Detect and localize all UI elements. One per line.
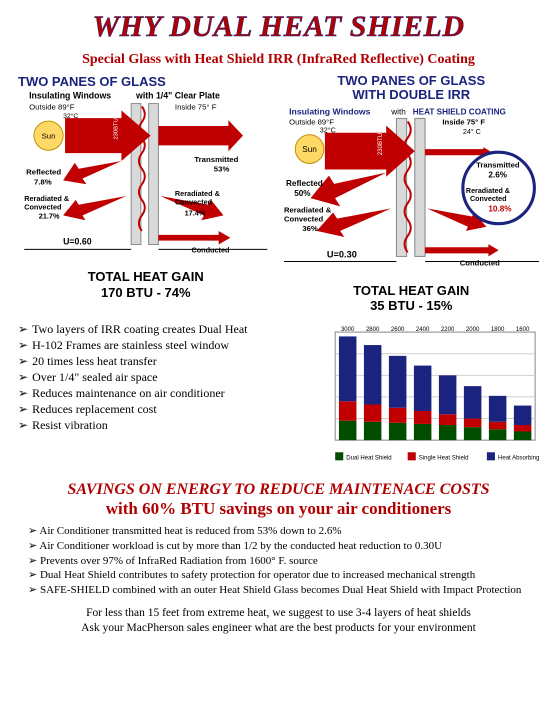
bullet-item: Two layers of IRR coating creates Dual H…: [18, 322, 307, 337]
diag-right-svg: Insulating Windows with HEAT SHIELD COAT…: [284, 103, 540, 278]
svg-text:Dual Heat Shield: Dual Heat Shield: [346, 455, 391, 461]
svg-text:with 1/4" Clear Plate: with 1/4" Clear Plate: [135, 91, 220, 101]
svg-text:Convected: Convected: [24, 203, 61, 212]
svg-text:Insulating Windows: Insulating Windows: [289, 106, 371, 116]
savings-sub: with 60% BTU savings on your air conditi…: [18, 499, 539, 519]
svg-text:HEAT SHIELD COATING: HEAT SHIELD COATING: [412, 107, 505, 116]
svg-text:Reflected: Reflected: [26, 168, 61, 177]
diag-left-svg: Insulating Windows with 1/4" Clear Plate…: [18, 89, 274, 264]
svg-text:Reradiated &: Reradiated &: [24, 194, 70, 203]
svg-text:36%: 36%: [302, 223, 318, 232]
svg-text:Inside 75° F: Inside 75° F: [175, 102, 217, 111]
diag-right-total: TOTAL HEAT GAIN35 BTU - 15%: [284, 283, 540, 314]
svg-text:17.4%: 17.4%: [185, 208, 206, 217]
bullet2-item: Dual Heat Shield contributes to safety p…: [28, 569, 529, 583]
svg-text:2200: 2200: [441, 327, 455, 333]
svg-text:Reflected: Reflected: [286, 178, 323, 187]
page-title: WHY DUAL HEAT SHIELD: [18, 10, 539, 44]
svg-text:230BTU: 230BTU: [114, 118, 120, 139]
bullet-item: 20 times less heat transfer: [18, 354, 307, 369]
svg-text:Outside 89°F: Outside 89°F: [289, 117, 334, 126]
svg-text:Conducted: Conducted: [459, 258, 499, 267]
svg-text:50%: 50%: [294, 189, 311, 198]
diagram-left: TWO PANES OF GLASS Insulating Windows wi…: [18, 74, 274, 314]
bullets-list: Two layers of IRR coating creates Dual H…: [18, 322, 307, 434]
diagrams-row: TWO PANES OF GLASS Insulating Windows wi…: [18, 74, 539, 314]
svg-text:Single Heat Shield: Single Heat Shield: [419, 455, 469, 461]
bullet-item: Over 1/4" sealed air space: [18, 370, 307, 385]
bullet-item: Resist vibration: [18, 418, 307, 433]
svg-text:Heat Absorbing: Heat Absorbing: [498, 455, 539, 461]
diag-left-header: TWO PANES OF GLASS: [18, 74, 274, 89]
bullet-item: Reduces maintenance on air conditioner: [18, 386, 307, 401]
svg-text:7.8%: 7.8%: [34, 177, 52, 186]
svg-text:with: with: [390, 107, 406, 116]
svg-text:Outside 89°F: Outside 89°F: [29, 102, 75, 111]
bullet2-item: Prevents over 97% of InfraRed Radiation …: [28, 555, 529, 569]
svg-text:Inside 75° F: Inside 75° F: [442, 117, 485, 126]
diagram-right: TWO PANES OF GLASSWITH DOUBLE IRR Insula…: [284, 74, 540, 314]
bar-chart: 3000 2800 2600 2400 2200 2000 1800 1600 Dual Hea…: [317, 322, 539, 471]
mid-row: Two layers of IRR coating creates Dual H…: [18, 322, 539, 471]
svg-text:U=0.60: U=0.60: [63, 237, 92, 247]
svg-text:2.6%: 2.6%: [488, 170, 507, 179]
svg-text:2000: 2000: [466, 327, 480, 333]
page-subtitle: Special Glass with Heat Shield IRR (Infr…: [18, 52, 539, 68]
bullet2-item: SAFE-SHIELD combined with an outer Heat …: [28, 584, 529, 598]
svg-text:U=0.30: U=0.30: [326, 249, 356, 259]
diag-right-header: TWO PANES OF GLASSWITH DOUBLE IRR: [284, 74, 540, 103]
savings-heading: SAVINGS ON ENERGY TO REDUCE MAINTENACE C…: [18, 481, 539, 499]
svg-text:Insulating Windows: Insulating Windows: [29, 91, 111, 101]
svg-text:24° C: 24° C: [462, 127, 480, 135]
svg-text:Reradiated &: Reradiated &: [284, 205, 332, 214]
diag-left-total: TOTAL HEAT GAIN170 BTU - 74%: [18, 269, 274, 300]
svg-text:21.7%: 21.7%: [39, 211, 60, 220]
svg-text:10.8%: 10.8%: [488, 204, 512, 213]
bullets2-list: Air Conditioner transmitted heat is redu…: [28, 525, 529, 598]
svg-text:Sun: Sun: [42, 132, 56, 141]
chart-svg: 3000 2800 2600 2400 2200 2000 1800 1600 Dual Hea…: [317, 322, 539, 468]
svg-text:1600: 1600: [516, 327, 530, 333]
bullet-item: Reduces replacement cost: [18, 402, 307, 417]
bullet2-item: Air Conditioner workload is cut by more …: [28, 540, 529, 554]
svg-text:Convected: Convected: [470, 195, 507, 203]
svg-text:Convected: Convected: [284, 214, 323, 223]
svg-text:Reradiated &: Reradiated &: [175, 189, 221, 198]
svg-text:3000: 3000: [341, 327, 355, 333]
svg-text:230BTU: 230BTU: [377, 132, 384, 154]
svg-text:Transmitted: Transmitted: [194, 155, 238, 164]
svg-text:53%: 53%: [214, 165, 230, 174]
bullet-item: H-102 Frames are stainless steel window: [18, 338, 307, 353]
svg-text:Convected: Convected: [175, 198, 212, 207]
svg-text:2800: 2800: [366, 327, 380, 333]
svg-text:Reradiated &: Reradiated &: [465, 187, 509, 195]
svg-text:Sun: Sun: [302, 145, 317, 154]
svg-text:2600: 2600: [391, 327, 405, 333]
footer-text: For less than 15 feet from extreme heat,…: [18, 606, 539, 636]
bullet2-item: Air Conditioner transmitted heat is redu…: [28, 525, 529, 539]
svg-text:1800: 1800: [491, 327, 505, 333]
svg-text:Transmitted: Transmitted: [476, 160, 520, 169]
svg-text:2400: 2400: [416, 327, 430, 333]
